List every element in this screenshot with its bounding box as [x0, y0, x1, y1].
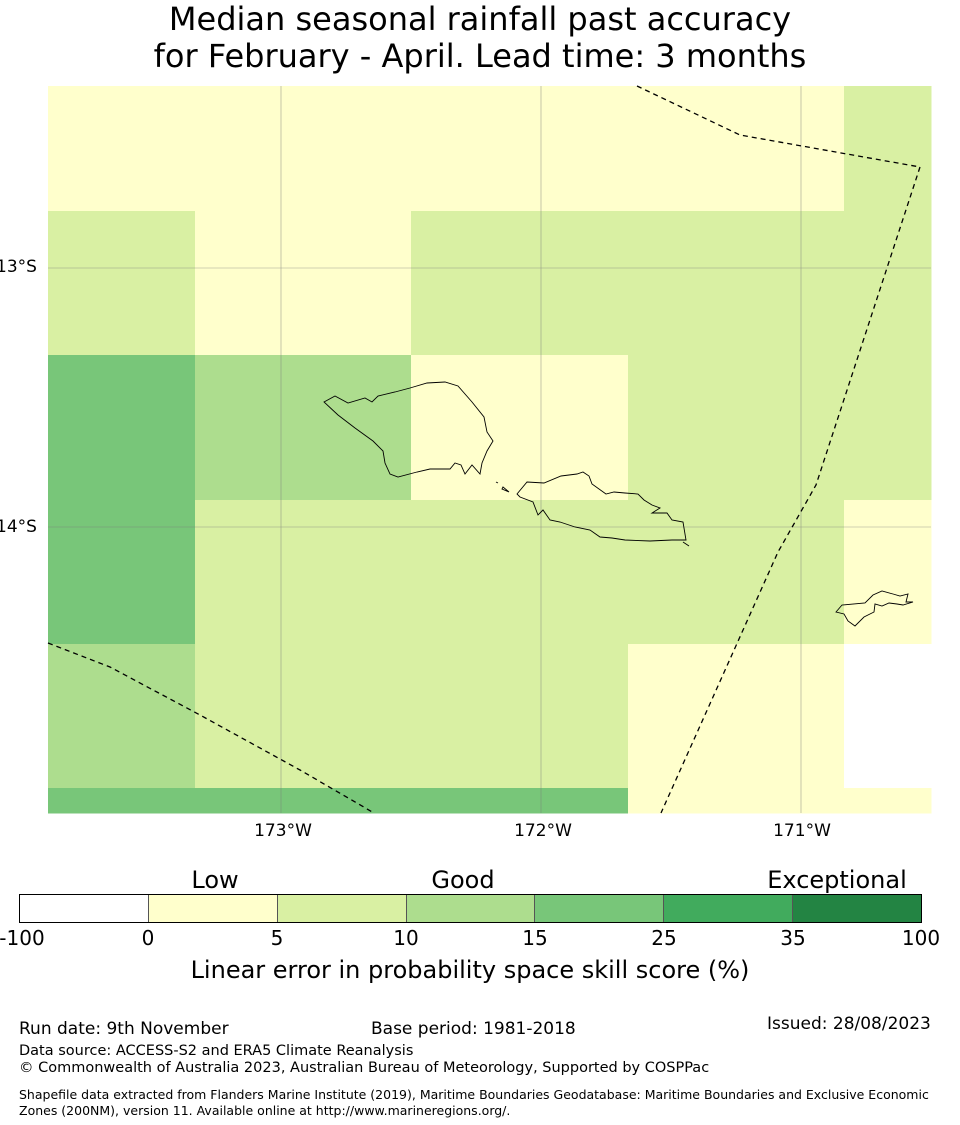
grid-cell — [195, 500, 412, 645]
base-period: Base period: 1981-2018 — [371, 1019, 576, 1039]
grid-cell — [195, 355, 412, 501]
data-source: Data source: ACCESS-S2 and ERA5 Climate … — [19, 1043, 414, 1059]
grid-cell — [48, 644, 196, 789]
colorbar-tick: 15 — [522, 926, 548, 950]
grid-cell — [195, 788, 412, 814]
graticule — [48, 86, 931, 813]
lon-label-172w: 172°W — [514, 821, 572, 841]
grid-cell — [844, 355, 932, 501]
manono-islet — [501, 486, 510, 493]
maritime-boundaries — [47, 85, 921, 814]
eez-boundary-north — [636, 85, 921, 168]
colorbar-tick: 100 — [901, 926, 941, 950]
colorbar — [19, 894, 922, 923]
apolima-islet — [495, 481, 499, 484]
colorbar-segment — [664, 895, 794, 922]
grid-cell — [411, 500, 629, 645]
skill-map — [47, 85, 932, 814]
lat-label-14s: 14°S — [0, 517, 37, 537]
colorbar-segment — [406, 895, 536, 922]
colorbar-tick: 0 — [141, 926, 155, 950]
grid-cell — [48, 211, 196, 356]
lat-label-13s: 13°S — [0, 257, 37, 277]
grid-cell — [844, 644, 932, 789]
colorbar-segment — [793, 895, 922, 922]
upolu-island — [516, 471, 687, 542]
grid-cell — [628, 86, 845, 212]
grid-cell — [844, 86, 932, 212]
copyright: © Commonwealth of Australia 2023, Austra… — [19, 1060, 710, 1076]
chart-title-line-1: Median seasonal rainfall past accuracy — [168, 0, 792, 38]
colorbar-segment — [535, 895, 665, 922]
grid-cell — [411, 644, 629, 789]
grid-cell — [844, 500, 932, 645]
colorbar-tick: 10 — [393, 926, 419, 950]
grid-cell — [628, 788, 845, 814]
colorbar-tick: 35 — [780, 926, 806, 950]
grid-cell — [411, 86, 629, 212]
category-good: Good — [431, 866, 495, 894]
run-date: Run date: 9th November — [19, 1019, 229, 1039]
grid-cell — [195, 211, 412, 356]
colorbar-segment — [148, 895, 278, 922]
shapefile-credit: Shapefile data extracted from Flanders M… — [19, 1087, 929, 1118]
chart-title-line-2: for February - April. Lead time: 3 month… — [153, 37, 807, 75]
grid-cell — [411, 355, 629, 501]
issued-date: Issued: 28/08/2023 — [767, 1014, 931, 1034]
colorbar-tick: 25 — [651, 926, 677, 950]
tutuila-island — [835, 590, 914, 627]
grid-cell — [844, 211, 932, 356]
grid-cell — [628, 500, 845, 645]
category-low: Low — [191, 866, 239, 894]
grid-cell — [48, 500, 196, 645]
colorbar-tick: -100 — [0, 926, 45, 950]
skill-grid — [48, 86, 932, 814]
grid-cell — [411, 211, 629, 356]
grid-cell — [844, 788, 932, 814]
savaii-island — [323, 381, 494, 478]
grid-cell — [48, 86, 196, 212]
colorbar-segment — [20, 895, 149, 922]
grid-cell — [195, 644, 412, 789]
grid-cell — [628, 355, 845, 501]
grid-cell — [48, 355, 196, 501]
lon-label-171w: 171°W — [773, 821, 831, 841]
colorbar-label: Linear error in probability space skill … — [190, 956, 750, 984]
grid-cell — [628, 644, 845, 789]
grid-cell — [411, 788, 629, 814]
colorbar-segment — [277, 895, 407, 922]
lon-label-173w: 173°W — [254, 821, 312, 841]
grid-cell — [48, 788, 196, 814]
upolu-east-tip — [682, 541, 690, 547]
coastlines — [323, 381, 914, 627]
grid-cell — [628, 211, 845, 356]
colorbar-tick: 5 — [270, 926, 284, 950]
eez-boundary-east — [660, 166, 921, 814]
category-exceptional: Exceptional — [767, 866, 907, 894]
grid-cell — [195, 86, 412, 212]
